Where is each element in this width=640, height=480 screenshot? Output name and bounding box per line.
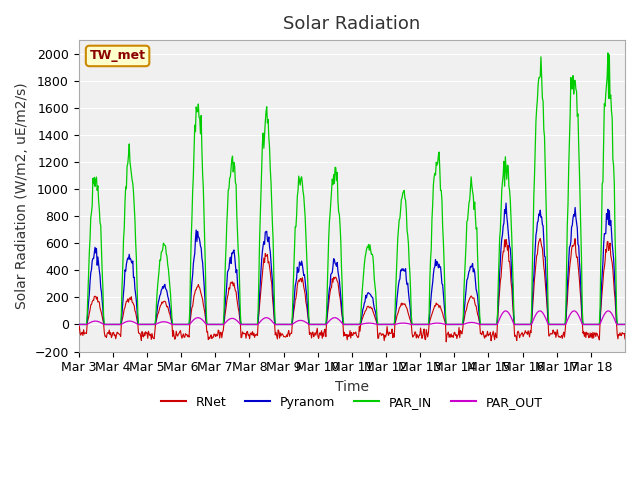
Text: TW_met: TW_met — [90, 49, 145, 62]
X-axis label: Time: Time — [335, 380, 369, 394]
Y-axis label: Solar Radiation (W/m2, uE/m2/s): Solar Radiation (W/m2, uE/m2/s) — [15, 83, 29, 309]
Legend: RNet, Pyranom, PAR_IN, PAR_OUT: RNet, Pyranom, PAR_IN, PAR_OUT — [156, 391, 548, 414]
Title: Solar Radiation: Solar Radiation — [284, 15, 420, 33]
